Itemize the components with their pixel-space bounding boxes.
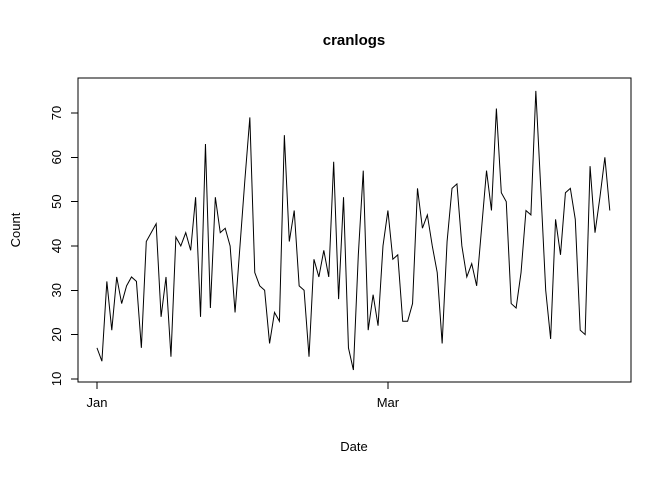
x-tick-label: Jan [87,395,108,410]
data-series-line [96,90,611,371]
y-tick-label: 50 [49,194,64,208]
y-tick-label: 20 [49,327,64,341]
y-tick-label: 40 [49,239,64,253]
y-tick-label: 10 [49,372,64,386]
plot-border [77,77,632,383]
x-axis-label: Date [340,439,367,454]
y-tick-label: 30 [49,283,64,297]
chart-title: cranlogs [323,32,386,49]
y-axis-label: Count [8,212,23,247]
x-tick-label: Mar [377,395,400,410]
y-tick-label: 60 [49,150,64,164]
y-tick-label: 70 [49,106,64,120]
